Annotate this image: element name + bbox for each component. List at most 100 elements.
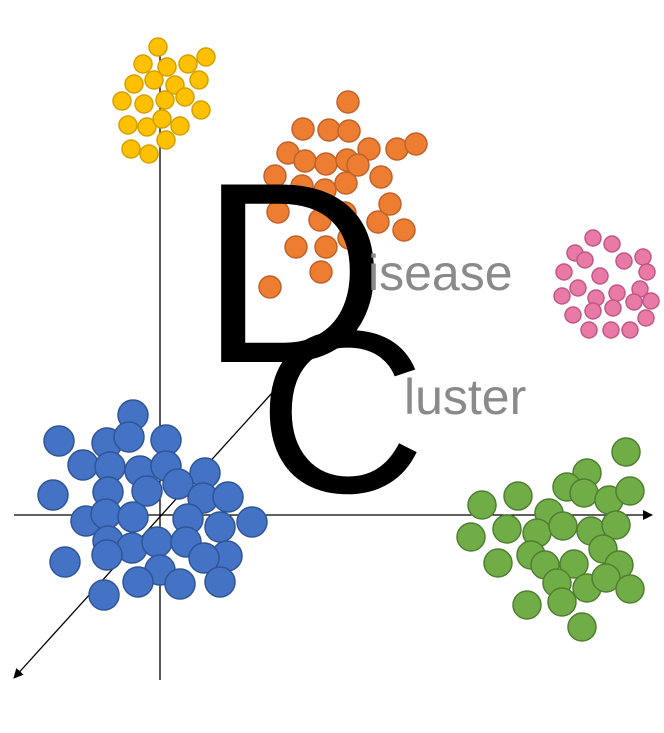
cluster-dot [601, 510, 631, 540]
cluster-dot [308, 208, 332, 232]
cluster-dot [152, 109, 172, 129]
cluster-dot [492, 514, 522, 544]
cluster-dot [337, 119, 361, 143]
cluster-dot [313, 178, 337, 202]
cluster-dot [603, 235, 621, 253]
cluster-dot [291, 117, 315, 141]
cluster-dot [196, 47, 216, 67]
cluster-dot [266, 200, 290, 224]
cluster-dot [131, 475, 163, 507]
cluster-dot [591, 563, 621, 593]
cluster-dot [144, 70, 164, 90]
cluster-dot [122, 566, 154, 598]
cluster-dot [576, 251, 594, 269]
cluster-dot [548, 511, 578, 541]
cluster-dot [139, 144, 159, 164]
cluster-dot [637, 309, 655, 327]
cluster-dot [378, 192, 402, 216]
cluster-dot [503, 481, 533, 511]
cluster-dot [148, 37, 168, 57]
cluster-dot [608, 284, 626, 302]
cluster-dot [133, 54, 153, 74]
cluster-dot [43, 425, 75, 457]
cluster-dot [155, 90, 175, 110]
cluster-dot [189, 70, 209, 90]
logo-initial-d: D [200, 128, 386, 417]
cluster-dot [88, 579, 120, 611]
cluster-dot [621, 321, 639, 339]
cluster-dot [309, 260, 333, 284]
cluster-dot [634, 248, 652, 266]
cluster-dot [602, 321, 620, 339]
cluster-dot [188, 542, 220, 574]
cluster-dot [134, 94, 154, 114]
cluster-dot [204, 511, 236, 543]
cluster-dot [112, 91, 132, 111]
cluster-dot [336, 90, 360, 114]
cluster-dot [584, 302, 602, 320]
cluster-dot [615, 574, 645, 604]
cluster-dot [483, 548, 513, 578]
cluster-dot [258, 275, 282, 299]
cluster-dot [49, 546, 81, 578]
cluster-dot [584, 229, 602, 247]
cluster-dot [615, 476, 645, 506]
cluster-dot [611, 437, 641, 467]
cluster-dot [366, 210, 390, 234]
cluster-dot [559, 549, 589, 579]
cluster-dot [170, 116, 190, 136]
cluster-dot [357, 137, 381, 161]
cluster-dot [175, 87, 195, 107]
z-axis [13, 339, 321, 679]
cluster-dot [157, 57, 177, 77]
cluster-dot [642, 292, 660, 310]
cluster-dot [392, 218, 416, 242]
cluster-dot [333, 201, 357, 225]
cluster-green [456, 437, 645, 642]
cluster-dot [204, 566, 236, 598]
cluster-dot [404, 132, 428, 156]
cluster-pink [553, 229, 660, 339]
cluster-dot [337, 226, 361, 250]
cluster-dot [113, 421, 145, 453]
cluster-dot [284, 235, 308, 259]
cluster-dot [121, 139, 141, 159]
logo-initial-c: C [258, 283, 426, 542]
cluster-dot [141, 526, 173, 558]
cluster-dot [334, 171, 358, 195]
cluster-dot [564, 306, 582, 324]
cluster-dot [212, 481, 244, 513]
cluster-dot [638, 263, 656, 281]
cluster-dot [90, 498, 122, 530]
cluster-yellow [112, 37, 216, 164]
cluster-dot [604, 299, 622, 317]
cluster-dot [67, 449, 99, 481]
cluster-dot [178, 54, 198, 74]
cluster-dot [467, 490, 497, 520]
cluster-dot [555, 263, 573, 281]
logo-rest-c: luster [404, 369, 526, 425]
cluster-dot [137, 117, 157, 137]
cluster-blue [37, 399, 268, 611]
cluster-dot [314, 235, 338, 259]
cluster-dot [580, 321, 598, 339]
cluster-dot [346, 153, 370, 177]
cluster-dot [124, 74, 144, 94]
cluster-dot [91, 539, 123, 571]
cluster-dot [164, 568, 196, 600]
cluster-dot [263, 164, 287, 188]
cluster-dot [369, 165, 393, 189]
cluster-dot [591, 267, 609, 285]
cluster-dot [156, 130, 176, 150]
cluster-dot [553, 287, 571, 305]
cluster-dot [117, 501, 149, 533]
cluster-dot [569, 478, 599, 508]
cluster-dot [162, 468, 194, 500]
cluster-dot [615, 252, 633, 270]
cluster-dot [547, 587, 577, 617]
cluster-dot [37, 479, 69, 511]
cluster-dot [191, 100, 211, 120]
cluster-dot [567, 612, 597, 642]
logo-rest-d: isease [368, 245, 513, 301]
